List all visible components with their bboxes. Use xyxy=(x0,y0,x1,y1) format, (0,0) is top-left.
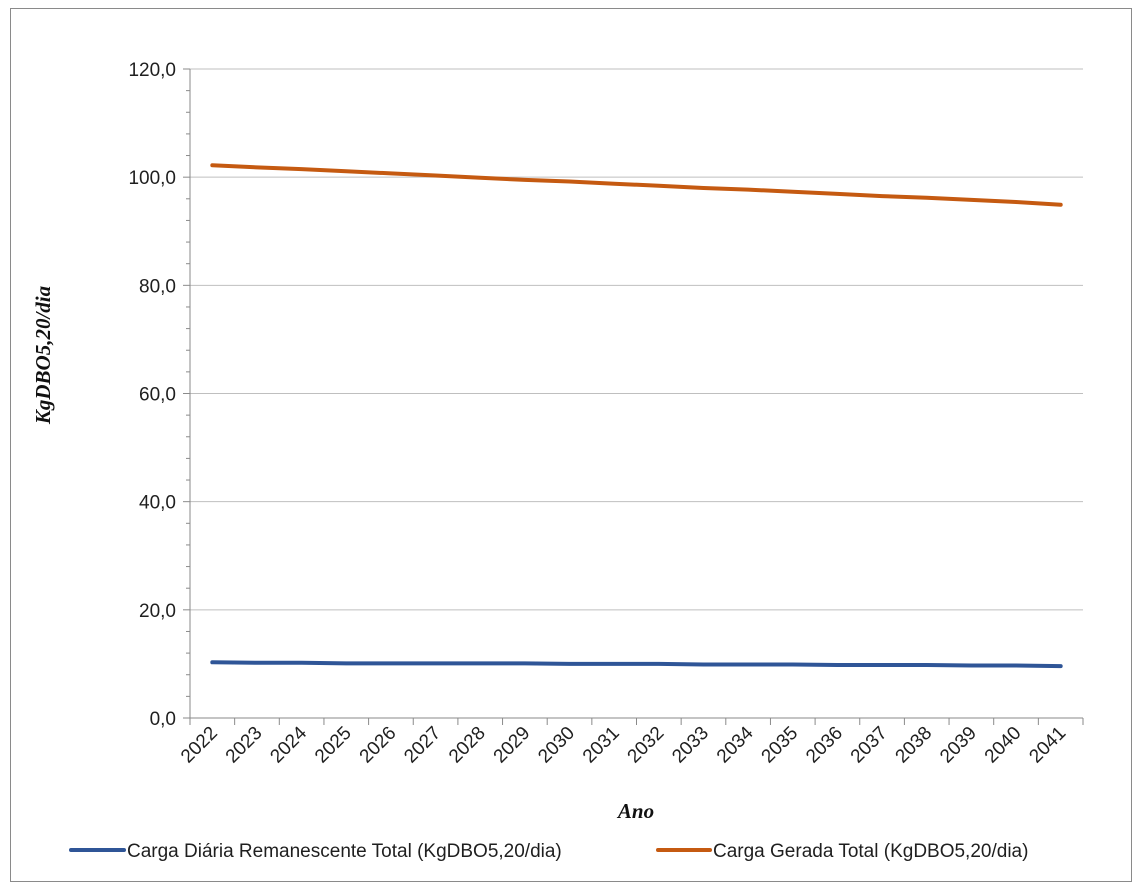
x-tick-label: 2023 xyxy=(222,723,267,768)
x-tick-label: 2041 xyxy=(1025,723,1070,768)
x-tick-label: 2038 xyxy=(892,723,937,768)
x-tick-label: 2028 xyxy=(445,723,490,768)
x-tick-label: 2025 xyxy=(311,723,356,768)
series-lines xyxy=(210,163,1063,669)
legend: Carga Diária Remanescente Total (KgDBO5,… xyxy=(69,841,1028,862)
legend-label-1: Carga Diária Remanescente Total (KgDBO5,… xyxy=(127,841,562,862)
x-tick-label: 2029 xyxy=(490,723,535,768)
x-tick-label: 2040 xyxy=(981,723,1026,768)
y-tick-label: 40,0 xyxy=(139,493,176,514)
x-tick-label: 2039 xyxy=(936,723,981,768)
x-tick-label: 2022 xyxy=(177,723,222,768)
x-axis-title: Ano xyxy=(616,799,654,823)
gridlines xyxy=(190,68,1083,611)
y-tick-label: 20,0 xyxy=(139,601,176,622)
chart-frame xyxy=(10,8,1132,882)
series-line-1 xyxy=(210,660,1063,669)
x-tick-label: 2034 xyxy=(713,722,758,767)
x-tick-label: 2032 xyxy=(624,723,669,768)
x-tick-label: 2035 xyxy=(758,723,803,768)
x-tick-label: 2026 xyxy=(356,723,401,768)
y-tick-label: 80,0 xyxy=(139,276,176,297)
x-tick-label: 2027 xyxy=(400,723,445,768)
x-axis-ticks: 2022 2023 2024 2025 2026 2027 2028 2029 2030 2031… xyxy=(177,718,1084,768)
y-axis-ticks: 0,0 20,0 40,0 60,0 80,0 100,0 120,0 xyxy=(128,60,190,730)
x-tick-label: 2037 xyxy=(847,723,892,768)
x-tick-label: 2033 xyxy=(668,723,713,768)
x-tick-label: 2030 xyxy=(534,723,579,768)
legend-label-2: Carga Gerada Total (KgDBO5,20/dia) xyxy=(713,841,1028,862)
x-tick-label: 2031 xyxy=(579,723,624,768)
y-axis-title: KgDBO5,20/dia xyxy=(31,286,55,425)
y-tick-label: 100,0 xyxy=(128,168,176,189)
y-tick-label: 60,0 xyxy=(139,385,176,406)
x-tick-label: 2024 xyxy=(266,722,311,767)
x-tick-label: 2036 xyxy=(802,723,847,768)
y-tick-label: 0,0 xyxy=(150,709,176,730)
y-tick-label: 120,0 xyxy=(128,60,176,81)
series-line-2 xyxy=(210,163,1063,207)
